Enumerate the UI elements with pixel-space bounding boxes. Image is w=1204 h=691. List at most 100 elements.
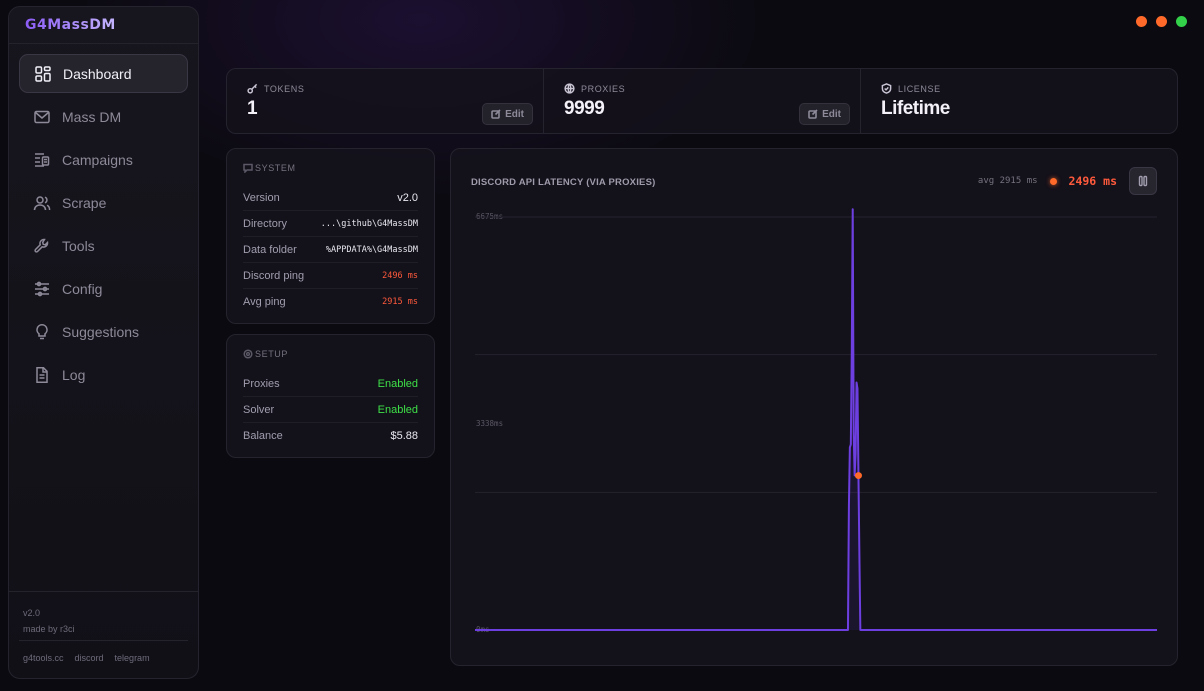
live-indicator (1049, 177, 1057, 185)
sidebar-item-label: Scrape (62, 194, 107, 211)
row-label: Proxies (243, 377, 280, 390)
edit-icon (808, 109, 818, 119)
row-discord-ping: Discord ping 2496 ms (243, 263, 418, 289)
stat-label-text: LICENSE (898, 83, 941, 94)
setup-rows: Proxies Enabled Solver Enabled Balance $5.8… (243, 371, 418, 449)
latency-area (475, 209, 1157, 630)
sliders-icon (35, 281, 49, 296)
setup-card: SETUP Proxies Enabled Solver Enabled Balan… (226, 334, 435, 458)
card-title-text: SETUP (255, 349, 289, 359)
version-text: v2.0 (23, 608, 41, 618)
latency-line (474, 208, 1158, 631)
maximize-button[interactable] (1156, 16, 1167, 27)
stat-label-text: PROXIES (581, 83, 626, 94)
sidebar-item-label: Campaigns (62, 151, 133, 168)
row-label: Discord ping (243, 269, 305, 282)
proxies-value: 9999 (564, 98, 605, 119)
avg-ping-value: 2915 ms (382, 297, 418, 307)
sidebar-item-label: Mass DM (62, 108, 122, 125)
edit-tokens-button[interactable]: Edit (482, 103, 533, 125)
divider (19, 640, 188, 641)
minimize-button[interactable] (1136, 16, 1147, 27)
pause-icon (1138, 175, 1148, 187)
row-balance: Balance $5.88 (243, 423, 418, 449)
chat-icon (243, 163, 253, 173)
sidebar-item-label: Tools (62, 237, 95, 254)
stat-label: LICENSE (881, 83, 1177, 94)
row-label: Avg ping (243, 296, 286, 308)
card-title: SYSTEM (243, 163, 296, 173)
sidebar: G4MassDM Dashboard Mass DM Campaigns Scr… (8, 6, 199, 679)
sidebar-item-scrape[interactable]: Scrape (19, 183, 188, 222)
gear-icon (243, 349, 253, 359)
row-directory: Directory ...\github\G4MassDM (243, 211, 418, 237)
card-title: SETUP (243, 349, 288, 359)
chart-title: DISCORD API LATENCY (VIA PROXIES) (471, 177, 656, 188)
data-folder-value: %APPDATA%\G4MassDM (325, 244, 418, 255)
wrench-icon (34, 238, 49, 253)
users-icon (33, 195, 51, 210)
row-avg-ping: Avg ping 2915 ms (243, 289, 418, 315)
license-value: Lifetime (881, 98, 950, 119)
app-logo: G4MassDM (25, 17, 116, 33)
sidebar-item-dashboard[interactable]: Dashboard (19, 54, 188, 93)
stats-bar: TOKENS 1 Edit PROXIES 9999 Edit LICENSE … (226, 68, 1178, 134)
current-latency: 2496 ms (1068, 174, 1117, 188)
link-telegram[interactable]: telegram (114, 653, 150, 663)
close-button[interactable] (1176, 16, 1187, 27)
stat-label: TOKENS (247, 83, 543, 94)
version-info: v2.0 made by r3ci (23, 605, 75, 637)
lightbulb-icon (36, 323, 48, 339)
sidebar-item-label: Suggestions (62, 323, 140, 340)
balance-value: $5.88 (390, 430, 418, 442)
system-rows: Version v2.0 Directory ...\github\G4MassDM… (243, 185, 418, 315)
row-data-folder: Data folder %APPDATA%\G4MassDM (243, 237, 418, 263)
link-website[interactable]: g4tools.cc (23, 653, 64, 663)
edit-label: Edit (822, 108, 841, 120)
sidebar-item-campaigns[interactable]: Campaigns (19, 140, 188, 179)
divider (9, 591, 198, 592)
proxies-status: Enabled (377, 377, 418, 390)
sidebar-item-mass-dm[interactable]: Mass DM (19, 97, 188, 136)
solver-status: Enabled (377, 403, 418, 416)
sidebar-item-label: Log (62, 366, 86, 383)
grid-icon (35, 65, 51, 82)
stat-proxies: PROXIES 9999 Edit (543, 69, 860, 133)
y-tick-label: 3338ms (476, 419, 504, 428)
directory-value: ...\github\G4MassDM (320, 218, 418, 229)
credit-text: made by r3ci (23, 624, 75, 634)
edit-proxies-button[interactable]: Edit (799, 103, 850, 125)
sidebar-item-label: Config (62, 280, 103, 297)
latency-chart-card: DISCORD API LATENCY (VIA PROXIES) avg 29… (450, 148, 1178, 666)
row-label: Balance (243, 430, 283, 442)
sidebar-item-label: Dashboard (63, 65, 132, 82)
system-card: SYSTEM Version v2.0 Directory ...\github\G… (226, 148, 435, 324)
row-label: Version (243, 191, 280, 204)
divider (9, 43, 198, 44)
mail-icon (34, 110, 50, 123)
stat-license: LICENSE Lifetime (860, 69, 1177, 133)
row-label: Data folder (243, 243, 297, 256)
globe-icon (564, 83, 575, 94)
window-controls (1136, 16, 1187, 27)
row-label: Solver (243, 403, 275, 416)
chart-header: avg 2915 ms 2496 ms (978, 167, 1157, 195)
current-point-marker (854, 472, 862, 480)
stat-label: PROXIES (564, 83, 860, 94)
stat-tokens: TOKENS 1 Edit (227, 69, 543, 133)
sidebar-nav: Dashboard Mass DM Campaigns Scrape Tools… (19, 54, 188, 398)
avg-latency: avg 2915 ms (977, 176, 1038, 186)
sidebar-item-suggestions[interactable]: Suggestions (19, 312, 188, 351)
pause-button[interactable] (1129, 167, 1157, 195)
card-title-text: SYSTEM (255, 163, 296, 173)
shield-check-icon (881, 83, 892, 94)
version-value: v2.0 (397, 191, 418, 204)
discord-ping-value: 2496 ms (382, 270, 418, 281)
campaign-list-icon (35, 152, 50, 167)
edit-icon (491, 109, 501, 119)
sidebar-item-config[interactable]: Config (19, 269, 188, 308)
tokens-value: 1 (247, 98, 258, 119)
sidebar-item-tools[interactable]: Tools (19, 226, 188, 265)
sidebar-item-log[interactable]: Log (19, 355, 188, 394)
link-discord[interactable]: discord (74, 653, 104, 663)
